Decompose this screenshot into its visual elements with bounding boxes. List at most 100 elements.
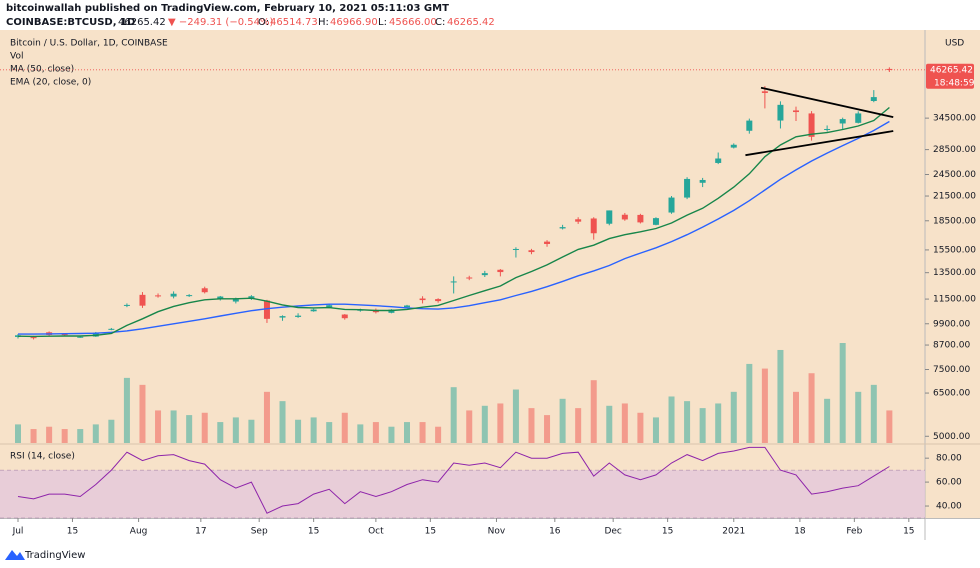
footer: TradingView	[24, 550, 85, 561]
legend-entry: EMA (20, close, 0)	[10, 78, 91, 88]
candle-body	[808, 113, 815, 137]
volume-bar	[30, 429, 37, 443]
y-tick-label: 8700.00	[933, 341, 970, 351]
volume-bar	[435, 426, 442, 443]
candle-body	[575, 219, 582, 222]
x-tick-label: 16	[549, 527, 561, 537]
x-tick-label: Feb	[846, 527, 862, 537]
y-tick-label: 11500.00	[933, 295, 976, 305]
y-tick-label: 60.00	[936, 478, 962, 488]
volume-bar	[388, 426, 395, 443]
volume-bar	[824, 398, 831, 443]
volume-bar	[808, 373, 815, 443]
candle-body	[388, 309, 395, 313]
volume-bar	[123, 377, 130, 443]
candle-body	[668, 197, 675, 213]
candle-body	[699, 179, 706, 183]
volume-bar	[870, 384, 877, 443]
candle-body	[435, 299, 442, 302]
y-tick-label: 24500.00	[933, 170, 976, 180]
volume-bar	[341, 412, 348, 443]
candle-body	[263, 300, 270, 319]
x-tick-label: Sep	[251, 527, 268, 537]
price-label: 46265.42	[930, 65, 973, 75]
candle-body	[61, 334, 68, 336]
volume-bar	[668, 396, 675, 443]
volume-bar	[170, 410, 177, 443]
volume-bar	[108, 419, 115, 443]
symbol: COINBASE:BTCUSD, 1D	[6, 17, 135, 28]
x-tick-label: 15	[308, 527, 319, 537]
y-tick-label: 6500.00	[933, 389, 970, 399]
legend-entry: Vol	[10, 52, 23, 62]
indicator-line	[18, 120, 890, 335]
volume-bar	[481, 405, 488, 443]
x-tick-label: 15	[425, 527, 436, 537]
x-tick-label: 15	[903, 527, 914, 537]
volume-bar	[419, 422, 426, 443]
volume-bar	[279, 401, 286, 443]
candle-body	[637, 214, 644, 223]
y-tick-label: 9900.00	[933, 319, 970, 329]
volume-bar	[61, 429, 68, 443]
volume-bar	[793, 391, 799, 443]
candle-body	[512, 248, 519, 250]
footer-logo	[5, 550, 25, 560]
volume-bar	[777, 349, 784, 443]
x-tick-label: 18	[794, 527, 806, 537]
volume-bar	[839, 343, 846, 443]
candle-body	[419, 298, 426, 301]
volume-bar	[575, 408, 582, 443]
candle-body	[77, 336, 84, 338]
volume-bar	[761, 368, 768, 443]
candle-body	[746, 120, 753, 131]
y-tick-label: 40.00	[936, 502, 962, 512]
volume-bar	[372, 422, 379, 443]
volume-bar	[217, 422, 224, 443]
candle-body	[684, 178, 691, 198]
candle-body	[295, 315, 302, 317]
volume-bar	[46, 426, 53, 443]
volume-bar	[855, 391, 862, 443]
candle-body	[232, 299, 239, 302]
candle-body	[123, 304, 130, 306]
y-tick-label: 7500.00	[933, 365, 970, 375]
x-tick-label: 2021	[722, 527, 745, 537]
candle-body	[450, 281, 457, 283]
x-tick-label: Nov	[488, 527, 506, 537]
ohlc-value: 46514.73	[270, 17, 318, 28]
ohlc-value: 46966.90	[330, 17, 378, 28]
volume-bar	[404, 422, 410, 443]
candle-body	[310, 309, 317, 312]
candle-body	[217, 296, 224, 299]
candle-body	[839, 119, 846, 124]
candle-body	[544, 241, 551, 244]
volume-bar	[295, 419, 302, 443]
volume-bar	[201, 412, 208, 443]
candle-body	[201, 288, 208, 293]
currency: USD	[945, 39, 964, 49]
candle-body	[855, 113, 862, 123]
candle-body	[30, 337, 37, 339]
y-tick-label: 34500.00	[933, 114, 976, 124]
volume-bar	[544, 415, 551, 443]
candle-body	[497, 269, 504, 273]
candle-body	[715, 158, 722, 163]
y-tick-label: 80.00	[936, 454, 962, 464]
volume-bar	[652, 417, 659, 443]
candle-body	[730, 144, 737, 148]
candle-body	[590, 218, 597, 234]
volume-bar	[155, 410, 162, 443]
candle-body	[466, 277, 473, 279]
candle-body	[279, 316, 286, 318]
candle-body	[155, 295, 162, 297]
indicator-line	[17, 106, 890, 338]
candle-body	[559, 227, 566, 229]
volume-bar	[450, 387, 457, 443]
volume-bar	[326, 422, 333, 443]
last-price: 46265.42	[118, 17, 166, 28]
trendline	[760, 86, 894, 119]
x-tick-label: 17	[195, 527, 206, 537]
candle-body	[341, 314, 348, 319]
